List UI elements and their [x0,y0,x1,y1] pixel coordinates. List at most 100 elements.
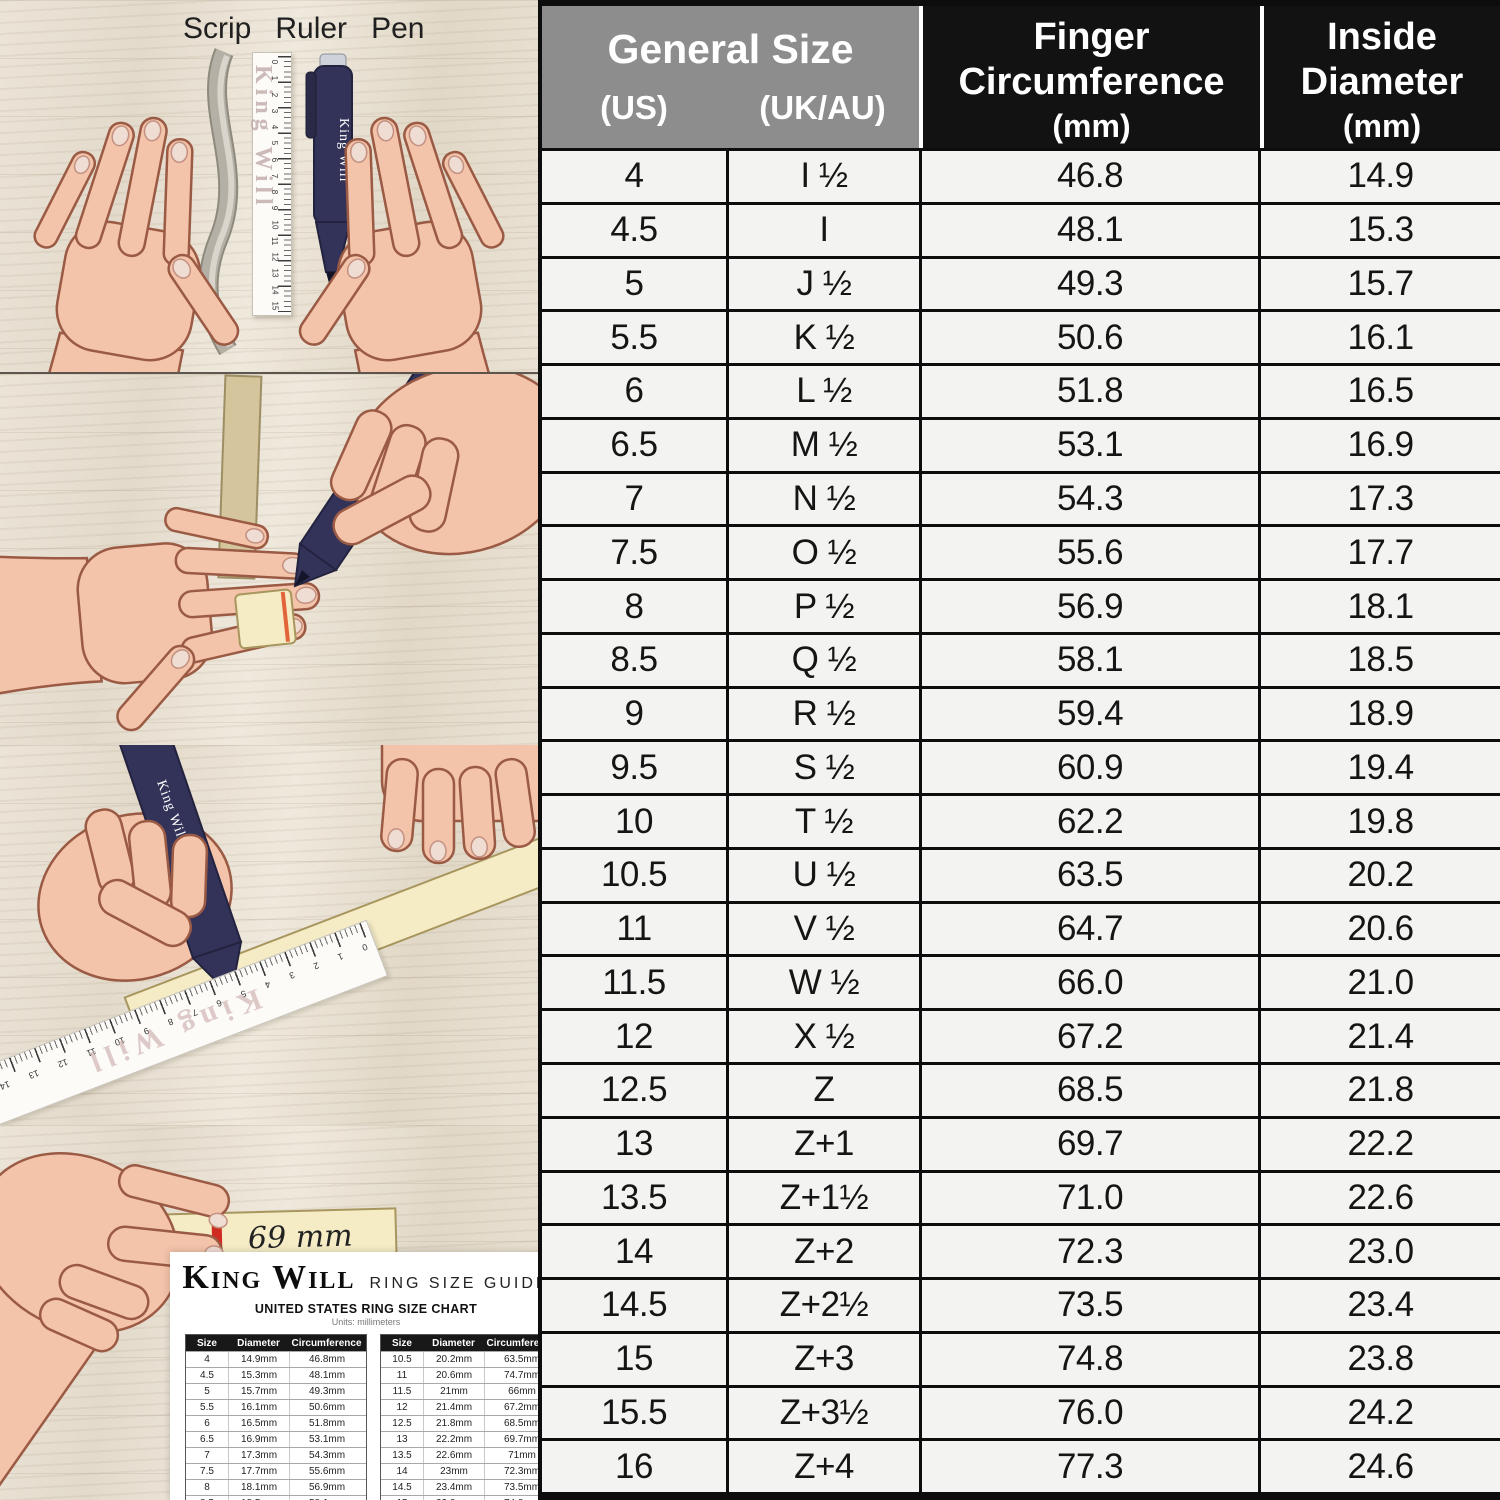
table-cell: 66mm [484,1384,538,1399]
diameter-column-header: Diameter [432,1337,475,1349]
ruler-number: 6 [270,157,280,162]
mini-table-header: Size Diameter Circumference [381,1335,538,1351]
table-cell: 4.5 [610,210,658,250]
table-cell: 60.9 [919,742,1258,794]
table-cell: Z [726,1065,919,1116]
table-row: 1523.8mm74.8mm [381,1495,538,1500]
table-cell: 56.9 [919,581,1258,632]
table-cell: 15 [615,1339,653,1379]
table-cell: 21.4mm [423,1400,484,1415]
brand-logo-text: King Will [182,1259,356,1296]
table-row: 4 14.9mm 46.8mm [186,1351,366,1367]
table-cell: 15.3mm [228,1368,289,1383]
table-cell: 74.8 [919,1333,1258,1385]
table-cell: 20.2mm [423,1352,484,1367]
table-cell: 18.9 [1258,688,1500,740]
table-cell: 48.1mm [289,1368,364,1383]
table-cell: 59.4 [919,688,1258,740]
ruler-number: 11 [270,236,280,246]
table-row: 14.5 Z+2½ 73.5 23.4 [542,1277,1500,1331]
ruler-number: 15 [270,301,280,311]
table-cell: 5 [204,1386,210,1397]
tool-labels: Scrip Ruler Pen [183,12,424,46]
table-row: 4.5 15.3mm 48.1mm [186,1367,366,1383]
ruler-number: 8 [270,189,280,195]
strip-around-finger [234,588,297,650]
table-row: 10.5 20.2mm 63.5mm [381,1351,538,1367]
table-cell: 24.2 [1258,1387,1500,1439]
table-cell: W ½ [726,957,919,1009]
table-cell: 69.7mm [484,1432,538,1447]
table-cell: 16.9mm [228,1432,289,1447]
ruler-number: 7 [270,173,280,179]
ruler-number: 4 [270,124,280,130]
table-row: 6 L ½ 51.8 16.5 [542,363,1500,417]
table-row: 11 V ½ 64.7 20.6 [542,900,1500,955]
pressing-fingertips-illustration [380,745,538,865]
table-row: 10.5 U ½ 63.5 20.2 [542,846,1500,901]
table-row: 11 20.6mm 74.7mm [381,1367,538,1383]
table-cell: 21.8 [1258,1065,1500,1116]
table-cell: 4 [204,1354,210,1365]
table-cell: 18.5mm [228,1496,289,1500]
ruler-number: 0 [360,941,369,953]
table-cell: Z+3 [726,1333,919,1385]
mini-table-body: 4 14.9mm 46.8mm 4.5 15.3mm 48.1mm 5 15.7mm 49.3m… [186,1351,366,1500]
table-cell: O ½ [726,527,919,579]
table-row: 8 18.1mm 56.9mm [186,1479,366,1495]
table-cell: 19.4 [1258,742,1500,794]
table-cell: 18.5 [1258,634,1500,686]
table-cell: 5.5 [610,317,658,357]
writing-hand-illustration: King Will [37,745,243,999]
table-cell: 14.9 [1258,151,1500,202]
ruler-number: 10 [270,220,280,230]
ring-size-conversion-table: General Size (US) (UK/AU) Finger Circumf… [538,0,1500,1500]
table-cell: 21.4 [1258,1011,1500,1063]
table-cell: 16.9 [1258,419,1500,471]
table-cell: 69.7 [919,1118,1258,1170]
table-cell: 55.6mm [289,1464,364,1479]
table-row: 12.5 21.8mm 68.5mm [381,1415,538,1431]
chart-title: UNITED STATES RING SIZE CHART [254,1302,478,1316]
table-cell: X ½ [726,1011,919,1063]
table-row: 14 23mm 72.3mm [381,1463,538,1479]
table-row: 16 Z+4 77.3 24.6 [542,1438,1500,1493]
table-cell: 6 [204,1418,210,1429]
diameter-label: Diameter [1300,60,1464,103]
table-row: 9.5 S ½ 60.9 19.4 [542,739,1500,794]
table-cell: 46.8mm [289,1352,364,1367]
table-cell: Q ½ [726,634,919,686]
table-cell: 8.5 [610,640,658,680]
table-row: 12.5 Z 68.5 21.8 [542,1062,1500,1116]
table-row: 14 Z+2 72.3 23.0 [542,1223,1500,1278]
table-cell: Z+2½ [726,1280,919,1331]
ruler-number: 1 [270,76,280,81]
ruler-number: 9 [270,206,280,211]
table-cell: 21mm [423,1384,484,1399]
table-cell: 16.5mm [228,1416,289,1431]
table-row: 8.5 Q ½ 58.1 18.5 [542,631,1500,686]
ruler-number: 5 [270,141,280,146]
table-cell: 11.5 [602,962,666,1002]
table-cell: 73.5 [919,1280,1258,1331]
table-cell: Z+4 [726,1441,919,1493]
table-cell: 7.5 [610,532,658,572]
table-row: 8.518.5mm58.1mm [186,1495,366,1500]
table-cell: Z+2 [726,1226,919,1278]
mini-size-table-right: Size Diameter Circumference 10.5 20.2mm63… [380,1334,538,1500]
table-cell: M ½ [726,419,919,471]
table-cell: 55.6 [919,527,1258,579]
table-row: 7.5 O ½ 55.6 17.7 [542,524,1500,579]
table-cell: J ½ [726,258,919,310]
table-cell: 10.5 [392,1354,412,1365]
table-row: 5.5 16.1mm 50.6mm [186,1399,366,1415]
table-row: 12 21.4mm 67.2mm [381,1399,538,1415]
table-cell: U ½ [726,849,919,901]
table-cell: R ½ [726,688,919,740]
diameter-column-header: Diameter [237,1337,280,1349]
table-cell: 20.6 [1258,903,1500,955]
table-cell: L ½ [726,366,919,417]
table-cell: 20.2 [1258,849,1500,901]
header-finger-circumference: Finger Circumference (mm) [923,6,1260,148]
